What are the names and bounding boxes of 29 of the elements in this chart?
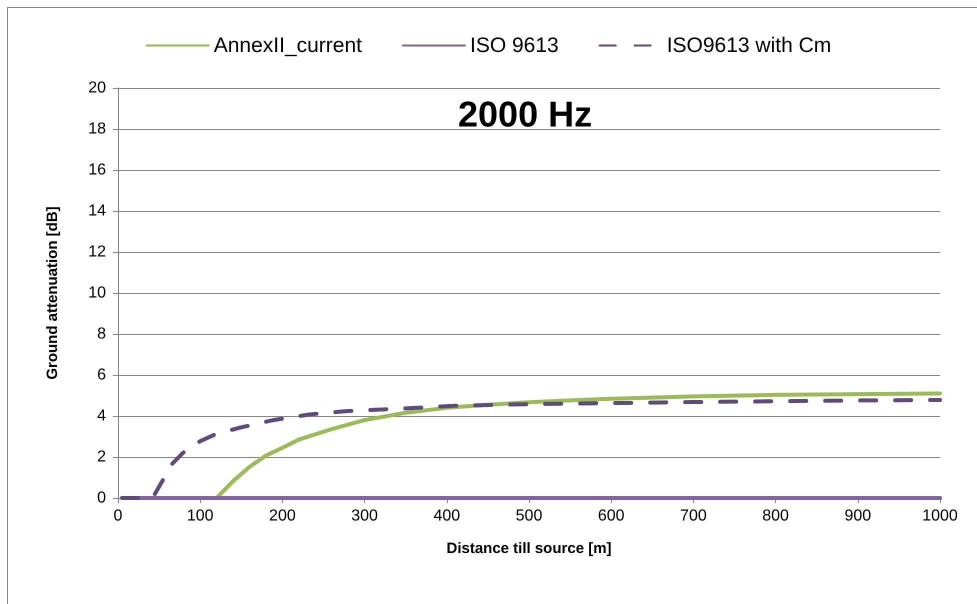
x-tick-label: 300 xyxy=(351,508,378,524)
line-series xyxy=(120,398,942,500)
y-tick-label: 2 xyxy=(97,448,106,466)
x-tick-label: 400 xyxy=(433,508,460,524)
legend-label: ISO9613 with Cm xyxy=(666,34,832,57)
y-tick-label: 0 xyxy=(97,490,106,506)
chart-title: 2000 Hz xyxy=(458,94,592,134)
y-tick-label: 6 xyxy=(97,366,106,384)
legend-label: AnnexII_current xyxy=(214,34,362,57)
y-tick-label: 14 xyxy=(88,202,106,220)
x-tick-label: 700 xyxy=(680,508,707,524)
x-tick-label: 0 xyxy=(114,508,123,524)
x-tick-label: 600 xyxy=(598,508,625,524)
x-tick-label: 200 xyxy=(269,508,296,524)
x-tick-label: 800 xyxy=(762,508,790,524)
y-tick-label: 4 xyxy=(97,408,106,424)
y-tick-label: 12 xyxy=(88,244,106,260)
y-tick-label: 10 xyxy=(88,284,106,302)
x-tick-label: 500 xyxy=(516,508,542,524)
y-tick-label: 16 xyxy=(88,162,106,178)
y-tick-label: 20 xyxy=(88,80,106,96)
x-tick-label: 900 xyxy=(844,508,872,524)
legend-label: ISO 9613 xyxy=(470,34,559,57)
x-tick-label: 1000 xyxy=(922,508,958,524)
y-tick-label: 18 xyxy=(88,120,106,138)
y-axis-title: Ground attenuation [dB] xyxy=(44,206,61,380)
x-axis-title: Distance till source [m] xyxy=(446,540,612,557)
x-tick-label: 100 xyxy=(186,508,214,524)
y-tick-label: 8 xyxy=(97,326,106,342)
